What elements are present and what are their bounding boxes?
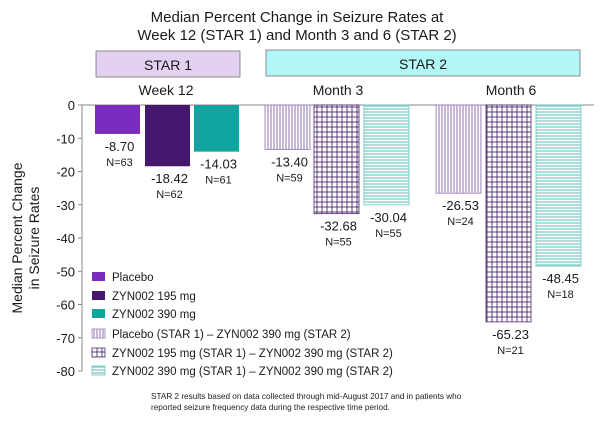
bar-value-label: -32.68 xyxy=(320,219,357,234)
legend-label: Placebo (STAR 1) – ZYN002 390 mg (STAR 2… xyxy=(112,329,351,341)
group-label-month6: Month 6 xyxy=(486,82,537,98)
bar-value-label: -18.42 xyxy=(151,171,188,186)
y-axis-label-line-1: Median Percent Change xyxy=(9,162,25,313)
legend-swatch xyxy=(91,347,106,358)
y-tick-label: -80 xyxy=(56,364,75,379)
bar-n-label: N=59 xyxy=(276,173,303,185)
bar xyxy=(535,104,582,267)
legend-label: ZYN002 195 mg (STAR 1) – ZYN002 390 mg (… xyxy=(112,348,393,360)
bar xyxy=(363,104,410,206)
y-tick-label: -60 xyxy=(56,298,75,313)
bar xyxy=(194,105,239,152)
chart-title-line-2: Week 12 (STAR 1) and Month 3 and 6 (STAR… xyxy=(137,27,456,44)
y-tick-label: -20 xyxy=(56,165,75,180)
bar-n-label: N=63 xyxy=(106,157,133,169)
y-tick-label: -30 xyxy=(56,198,75,213)
legend-swatch xyxy=(92,291,105,300)
bar-n-label: N=21 xyxy=(497,345,524,357)
bar-value-label: -14.03 xyxy=(200,157,237,172)
bar xyxy=(95,105,140,134)
study-header-star1: STAR 1 xyxy=(95,50,241,78)
legend-swatch xyxy=(91,365,106,376)
y-tick-label: -50 xyxy=(56,264,75,279)
legend-label: ZYN002 195 mg xyxy=(112,291,196,303)
study-header-star2-label: STAR 2 xyxy=(399,56,447,72)
study-header-star2: STAR 2 xyxy=(265,49,581,77)
bar-n-label: N=24 xyxy=(447,216,474,228)
group-label-month3: Month 3 xyxy=(313,82,364,98)
legend-label: ZYN002 390 mg xyxy=(112,309,196,321)
group-label-week12: Week 12 xyxy=(139,82,194,98)
legend-label: ZYN002 390 mg (STAR 1) – ZYN002 390 mg (… xyxy=(112,366,393,378)
bar-value-label: -13.40 xyxy=(271,155,308,170)
footnote-line-1: STAR 2 results based on data collected t… xyxy=(151,392,462,401)
bar-n-label: N=61 xyxy=(205,175,232,187)
legend: Placebo ZYN002 195 mg ZYN002 390 mg Placebo… xyxy=(91,272,393,378)
bar xyxy=(145,105,190,167)
study-header-star1-box xyxy=(95,50,241,78)
y-axis-label: Median Percent Change in Seizure Rates xyxy=(9,162,42,313)
bar xyxy=(313,104,360,215)
legend-swatch xyxy=(91,328,106,339)
bar-value-label: -65.23 xyxy=(492,327,529,342)
bars xyxy=(95,104,582,323)
y-tick-label: -10 xyxy=(56,131,75,146)
legend-label: Placebo xyxy=(112,272,154,284)
study-header-star2-box xyxy=(265,49,581,77)
data-labels: -8.70 N=63 -18.42 N=62 -14.03 N=61 -13.40 N=59 -… xyxy=(105,139,579,357)
chart-title-line-1: Median Percent Change in Seizure Rates a… xyxy=(151,9,445,26)
footnote: STAR 2 results based on data collected t… xyxy=(151,391,551,413)
bar-n-label: N=55 xyxy=(375,228,402,240)
y-tick-label: 0 xyxy=(68,98,75,113)
bar-value-label: -48.45 xyxy=(542,271,579,286)
bar xyxy=(264,104,311,150)
bar-n-label: N=62 xyxy=(156,189,183,201)
study-header-star1-label: STAR 1 xyxy=(144,57,192,73)
bar xyxy=(435,104,482,194)
footnote-line-2: reported seizure frequency data during t… xyxy=(151,403,390,412)
y-axis-label-line-2: in Seizure Rates xyxy=(26,187,42,290)
y-tick-label: -40 xyxy=(56,231,75,246)
legend-swatch xyxy=(92,309,105,318)
y-tick-label: -70 xyxy=(56,331,75,346)
bar-n-label: N=18 xyxy=(547,289,574,301)
bar-n-label: N=55 xyxy=(325,237,352,249)
bar-value-label: -30.04 xyxy=(370,210,407,225)
bar xyxy=(485,104,532,323)
legend-swatch xyxy=(92,272,105,281)
bar-value-label: -26.53 xyxy=(442,198,479,213)
bar-value-label: -8.70 xyxy=(105,139,135,154)
